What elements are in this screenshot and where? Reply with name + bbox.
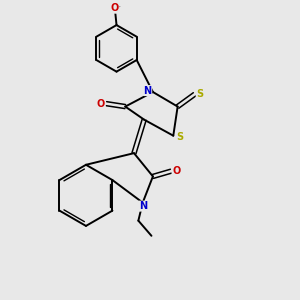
Text: O: O <box>111 3 119 13</box>
Text: S: S <box>196 89 203 99</box>
Text: O: O <box>97 99 105 109</box>
Text: S: S <box>176 132 183 142</box>
Text: N: N <box>139 201 147 211</box>
Text: N: N <box>144 85 152 96</box>
Text: O: O <box>172 166 180 176</box>
